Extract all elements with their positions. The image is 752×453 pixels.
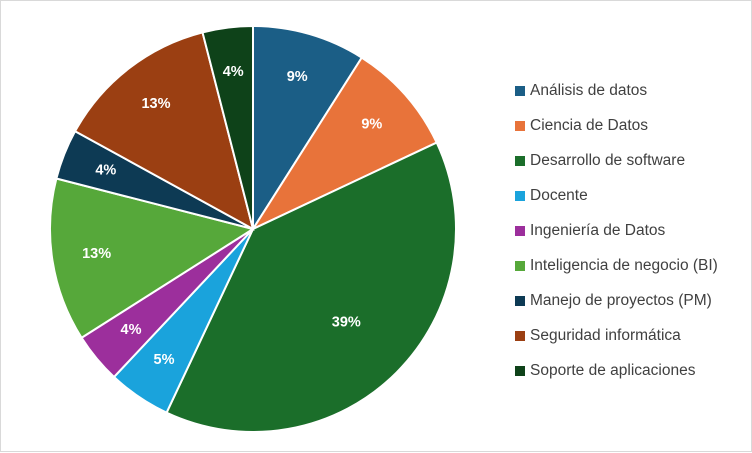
legend-label: Desarrollo de software xyxy=(530,151,686,169)
data-label-9: 4% xyxy=(223,64,244,80)
legend-item: Manejo de proyectos (PM) xyxy=(515,283,747,318)
legend-label: Ingeniería de Datos xyxy=(530,221,666,239)
data-label-8: 13% xyxy=(141,96,170,112)
legend-item: Docente xyxy=(515,178,747,213)
pie-slice-6 xyxy=(49,177,256,340)
legend-item: Ingeniería de Datos xyxy=(515,213,747,248)
legend-swatch xyxy=(515,225,525,236)
legend-swatch xyxy=(515,260,525,271)
data-label-3: 39% xyxy=(332,314,361,330)
pie-slice-1 xyxy=(252,24,364,233)
data-label-1: 9% xyxy=(287,69,308,85)
legend-label: Seguridad informática xyxy=(530,326,681,344)
legend-swatch xyxy=(515,365,525,376)
legend-item: Ciencia de Datos xyxy=(515,108,747,143)
legend-item: Seguridad informática xyxy=(515,318,747,353)
legend-swatch xyxy=(515,190,525,201)
legend-label: Inteligencia de negocio (BI) xyxy=(530,256,718,274)
pie-slice-8 xyxy=(73,31,255,231)
legend-swatch xyxy=(515,85,525,96)
legend-label: Soporte de aplicaciones xyxy=(530,361,696,379)
legend-swatch xyxy=(515,330,525,341)
legend-swatch xyxy=(515,295,525,306)
pie-slice-2 xyxy=(250,56,439,232)
data-label-2: 9% xyxy=(361,116,382,132)
data-label-5: 4% xyxy=(121,322,142,338)
legend-item: Inteligencia de negocio (BI) xyxy=(515,248,747,283)
data-label-6: 13% xyxy=(82,246,111,262)
data-label-7: 4% xyxy=(95,163,116,179)
legend: Análisis de datos Ciencia de Datos Desarro… xyxy=(515,73,747,388)
legend-label: Ciencia de Datos xyxy=(530,116,649,134)
pie-slice-9 xyxy=(201,24,254,230)
legend-swatch xyxy=(515,120,525,131)
data-label-4: 5% xyxy=(154,352,175,368)
pie-slice-3 xyxy=(165,141,457,433)
legend-swatch xyxy=(515,155,525,166)
legend-label: Análisis de datos xyxy=(530,81,648,99)
legend-label: Manejo de proyectos (PM) xyxy=(530,291,712,309)
legend-item: Desarrollo de software xyxy=(515,143,747,178)
legend-label: Docente xyxy=(530,186,588,204)
legend-item: Análisis de datos xyxy=(515,73,747,108)
legend-item: Soporte de aplicaciones xyxy=(515,353,747,388)
